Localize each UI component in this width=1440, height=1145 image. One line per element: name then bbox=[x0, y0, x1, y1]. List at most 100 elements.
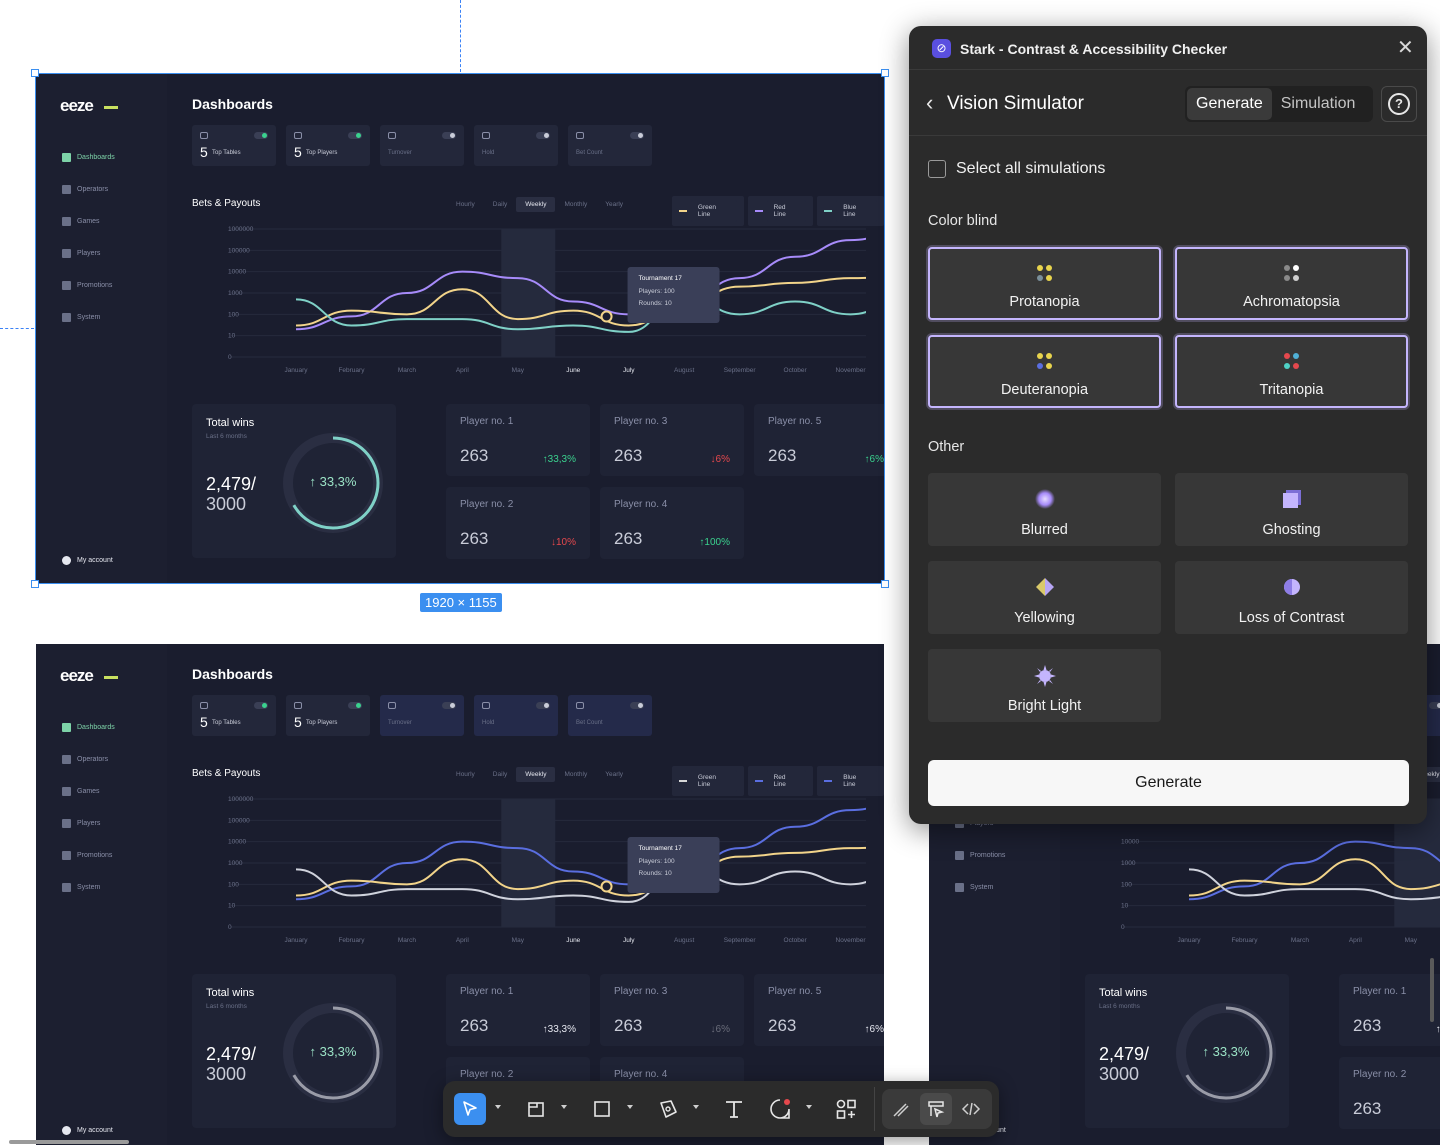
data-point-marker[interactable] bbox=[600, 310, 613, 323]
player-card[interactable]: Player no. 5 263 ↑6% bbox=[754, 404, 884, 476]
chevron-left-icon[interactable]: ‹ bbox=[926, 90, 934, 115]
player-card[interactable]: Player no. 1 263 ↑33,3% bbox=[446, 404, 590, 476]
sim-tritanopia[interactable]: Tritanopia bbox=[1175, 335, 1408, 408]
vertical-scrollbar[interactable] bbox=[1430, 958, 1434, 1022]
my-account[interactable]: My account bbox=[62, 556, 113, 565]
stat-card[interactable]: Turnover bbox=[380, 695, 464, 736]
series-line[interactable] bbox=[295, 800, 866, 901]
player-card[interactable]: Player no. 3 263 ↓6% bbox=[600, 974, 744, 1046]
sidebar-item-games[interactable]: Games bbox=[62, 787, 100, 796]
series-line[interactable] bbox=[1188, 846, 1440, 897]
sim-protanopia[interactable]: Protanopia bbox=[928, 247, 1161, 320]
stat-card[interactable]: 5 Top Players bbox=[286, 125, 370, 166]
stat-toggle[interactable] bbox=[630, 132, 644, 139]
dashboard-frame-simulated[interactable]: eeze Dashboards Operators Games Players Promo… bbox=[36, 644, 884, 1145]
text-tool[interactable] bbox=[718, 1093, 750, 1125]
frame-tool[interactable] bbox=[520, 1093, 552, 1125]
series-line[interactable] bbox=[295, 864, 866, 903]
stat-toggle[interactable] bbox=[536, 702, 550, 709]
sim-blurred[interactable]: Blurred bbox=[928, 473, 1161, 546]
stat-card[interactable]: Hold bbox=[474, 125, 558, 166]
stat-toggle[interactable] bbox=[348, 702, 362, 709]
tab-generate[interactable]: Generate bbox=[1187, 88, 1272, 120]
chevron-down-icon[interactable] bbox=[627, 1105, 633, 1109]
range-tab[interactable]: Monthly bbox=[564, 201, 588, 208]
stat-card[interactable]: Bet Count bbox=[568, 695, 652, 736]
range-tab[interactable]: Weekly bbox=[516, 767, 556, 782]
player-card[interactable]: Player no. 1 263 ↑33,3% bbox=[446, 974, 590, 1046]
comment-tool[interactable] bbox=[764, 1093, 796, 1125]
range-tab[interactable]: Yearly bbox=[605, 771, 624, 778]
sidebar-item-dashboards[interactable]: Dashboards bbox=[62, 153, 115, 162]
sidebar-item-promotions[interactable]: Promotions bbox=[62, 851, 112, 860]
stat-toggle[interactable] bbox=[442, 132, 456, 139]
legend-item[interactable]: Blue Line bbox=[817, 766, 884, 796]
draw-mode-icon[interactable] bbox=[885, 1093, 917, 1125]
dev-mode-icon[interactable] bbox=[955, 1093, 987, 1125]
sidebar-item-operators[interactable]: Operators bbox=[62, 755, 108, 764]
sidebar-item-system[interactable]: System bbox=[955, 883, 993, 892]
stat-card[interactable]: Turnover bbox=[380, 125, 464, 166]
resize-handle-tl[interactable] bbox=[31, 69, 39, 77]
stat-toggle[interactable] bbox=[536, 132, 550, 139]
sim-yellowing[interactable]: Yellowing bbox=[928, 561, 1161, 634]
data-point-marker[interactable] bbox=[600, 880, 613, 893]
legend-item[interactable]: Red Line bbox=[747, 766, 814, 796]
legend-item[interactable]: Blue Line bbox=[817, 196, 884, 226]
range-tab[interactable]: Hourly bbox=[456, 201, 475, 208]
chevron-down-icon[interactable] bbox=[561, 1105, 567, 1109]
range-tab[interactable]: Hourly bbox=[456, 771, 475, 778]
sidebar-item-system[interactable]: System bbox=[62, 313, 100, 322]
help-button[interactable]: ? bbox=[1381, 86, 1417, 122]
tab-simulation[interactable]: Simulation bbox=[1280, 95, 1356, 112]
sim-bright-light[interactable]: Bright Light bbox=[928, 649, 1161, 722]
stat-toggle[interactable] bbox=[630, 702, 644, 709]
sim-achromatopsia[interactable]: Achromatopsia bbox=[1175, 247, 1408, 320]
close-icon[interactable]: ✕ bbox=[1397, 37, 1414, 59]
select-all-label[interactable]: Select all simulations bbox=[956, 160, 1106, 177]
chevron-down-icon[interactable] bbox=[693, 1105, 699, 1109]
sidebar-item-promotions[interactable]: Promotions bbox=[955, 851, 1005, 860]
sidebar-item-promotions[interactable]: Promotions bbox=[62, 281, 112, 290]
series-line[interactable] bbox=[295, 846, 866, 897]
sim-loss-of-contrast[interactable]: Loss of Contrast bbox=[1175, 561, 1408, 634]
series-line[interactable] bbox=[295, 230, 866, 331]
resize-handle-bl[interactable] bbox=[31, 580, 39, 588]
resize-handle-tr[interactable] bbox=[881, 69, 889, 77]
series-line[interactable] bbox=[1188, 800, 1440, 901]
rectangle-tool[interactable] bbox=[586, 1093, 618, 1125]
sim-deuteranopia[interactable]: Deuteranopia bbox=[928, 335, 1161, 408]
design-mode-icon[interactable] bbox=[920, 1093, 952, 1125]
player-card[interactable]: Player no. 1 263 ↑33,3% bbox=[1339, 974, 1440, 1046]
sidebar-item-games[interactable]: Games bbox=[62, 217, 100, 226]
sidebar-item-dashboards[interactable]: Dashboards bbox=[62, 723, 115, 732]
horizontal-scrollbar[interactable] bbox=[9, 1140, 129, 1144]
series-line[interactable] bbox=[1188, 865, 1440, 902]
stat-toggle[interactable] bbox=[348, 132, 362, 139]
range-tab[interactable]: Daily bbox=[492, 771, 508, 778]
chevron-down-icon[interactable] bbox=[495, 1105, 501, 1109]
legend-item[interactable]: Green Line bbox=[672, 766, 744, 796]
chevron-down-icon[interactable] bbox=[806, 1105, 812, 1109]
series-line[interactable] bbox=[295, 294, 866, 333]
stat-toggle[interactable] bbox=[442, 702, 456, 709]
player-card[interactable]: Player no. 5 263 ↑6% bbox=[754, 974, 884, 1046]
select-all-checkbox[interactable] bbox=[928, 160, 946, 178]
stat-card[interactable]: Hold bbox=[474, 695, 558, 736]
pen-tool[interactable] bbox=[652, 1093, 684, 1125]
sidebar-item-operators[interactable]: Operators bbox=[62, 185, 108, 194]
player-card[interactable]: Player no. 3 263 ↓6% bbox=[600, 404, 744, 476]
sidebar-item-players[interactable]: Players bbox=[62, 819, 100, 828]
move-tool[interactable] bbox=[454, 1093, 486, 1125]
generate-button[interactable]: Generate bbox=[928, 760, 1409, 806]
stat-card[interactable]: 5 Top Tables bbox=[192, 125, 276, 166]
resize-handle-br[interactable] bbox=[881, 580, 889, 588]
range-tab[interactable]: Yearly bbox=[605, 201, 624, 208]
range-tab[interactable]: Monthly bbox=[564, 771, 588, 778]
legend-item[interactable]: Red Line bbox=[747, 196, 814, 226]
range-tab[interactable]: Daily bbox=[492, 201, 508, 208]
stat-toggle[interactable] bbox=[254, 132, 268, 139]
